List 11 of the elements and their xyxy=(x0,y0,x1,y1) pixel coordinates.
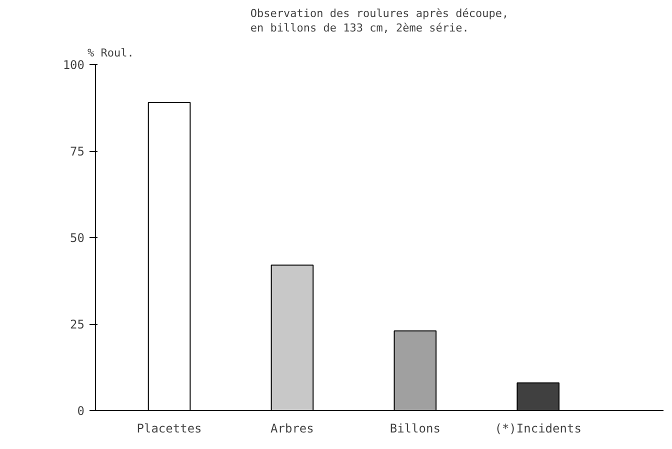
y-tick-label: 25 xyxy=(70,318,85,332)
y-tick-label: 100 xyxy=(62,58,85,72)
y-tick-label: 50 xyxy=(70,231,85,245)
y-tick-label: 75 xyxy=(70,144,85,158)
x-tick-label: Billons xyxy=(390,422,440,436)
y-axis-title: % Roul. xyxy=(88,46,134,60)
x-tick-label: Arbres xyxy=(270,422,314,436)
x-tick-label: (*)Incidents xyxy=(494,422,582,436)
x-tick-label: Placettes xyxy=(136,422,202,436)
chart-title: Observation des roulures après découpe, en billons de 133 cm, 2ème série. xyxy=(250,7,509,34)
y-tick-label: 0 xyxy=(77,404,85,418)
